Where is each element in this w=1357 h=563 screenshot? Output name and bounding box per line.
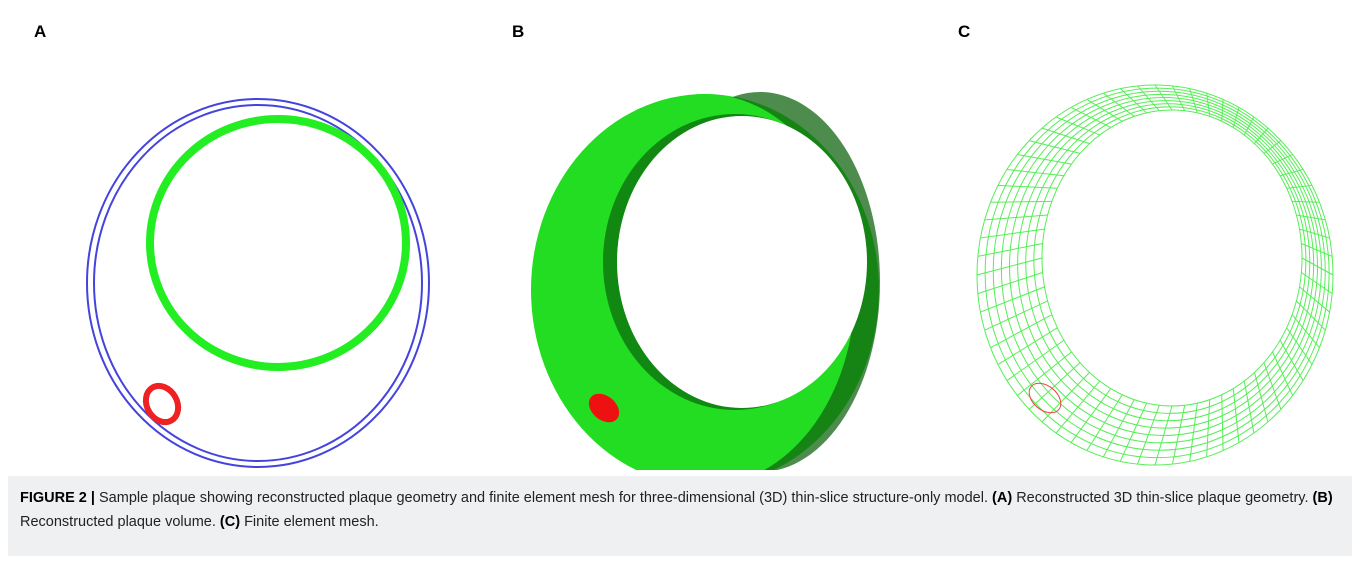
mesh-line <box>1222 99 1223 121</box>
mesh-line <box>1007 169 1064 175</box>
mesh-line <box>1120 403 1146 461</box>
figure <box>0 0 1357 470</box>
mesh-line <box>998 328 1057 365</box>
mesh-line <box>1301 273 1332 294</box>
mesh-line <box>1103 400 1134 457</box>
caption-label: FIGURE 2 | <box>20 490 95 506</box>
caption-part-label: (C) <box>220 514 240 530</box>
mesh-line <box>1029 141 1080 154</box>
panel-a <box>87 99 429 467</box>
mesh-line <box>1222 395 1223 451</box>
mesh-line <box>1087 395 1122 451</box>
mesh-line <box>1254 128 1267 143</box>
mesh-line <box>991 201 1052 202</box>
mesh-line <box>1233 389 1239 443</box>
mesh-line <box>1138 405 1160 464</box>
caption: FIGURE 2 | Sample plaque showing reconst… <box>8 476 1352 556</box>
caption-part-label: (A) <box>992 490 1012 506</box>
page: A B C FIGURE 2 | Sample plaque showing r… <box>0 0 1357 563</box>
mesh-line <box>1042 110 1302 406</box>
mesh-line <box>1017 154 1071 164</box>
panel-b <box>531 92 880 470</box>
mesh-line <box>978 273 1043 294</box>
mesh-line <box>1244 381 1254 433</box>
caption-part-text: Finite element mesh. <box>244 514 379 530</box>
caption-part-text: Reconstructed plaque volume. <box>20 514 216 530</box>
panel-c <box>977 85 1333 465</box>
caption-part-label: (B) <box>1313 490 1333 506</box>
caption-part-text: Reconstructed 3D thin-slice plaque geome… <box>1016 490 1308 506</box>
mesh-line <box>1254 372 1267 421</box>
mesh-line <box>980 287 1044 312</box>
caption-text: Sample plaque showing reconstructed plaq… <box>99 490 988 506</box>
